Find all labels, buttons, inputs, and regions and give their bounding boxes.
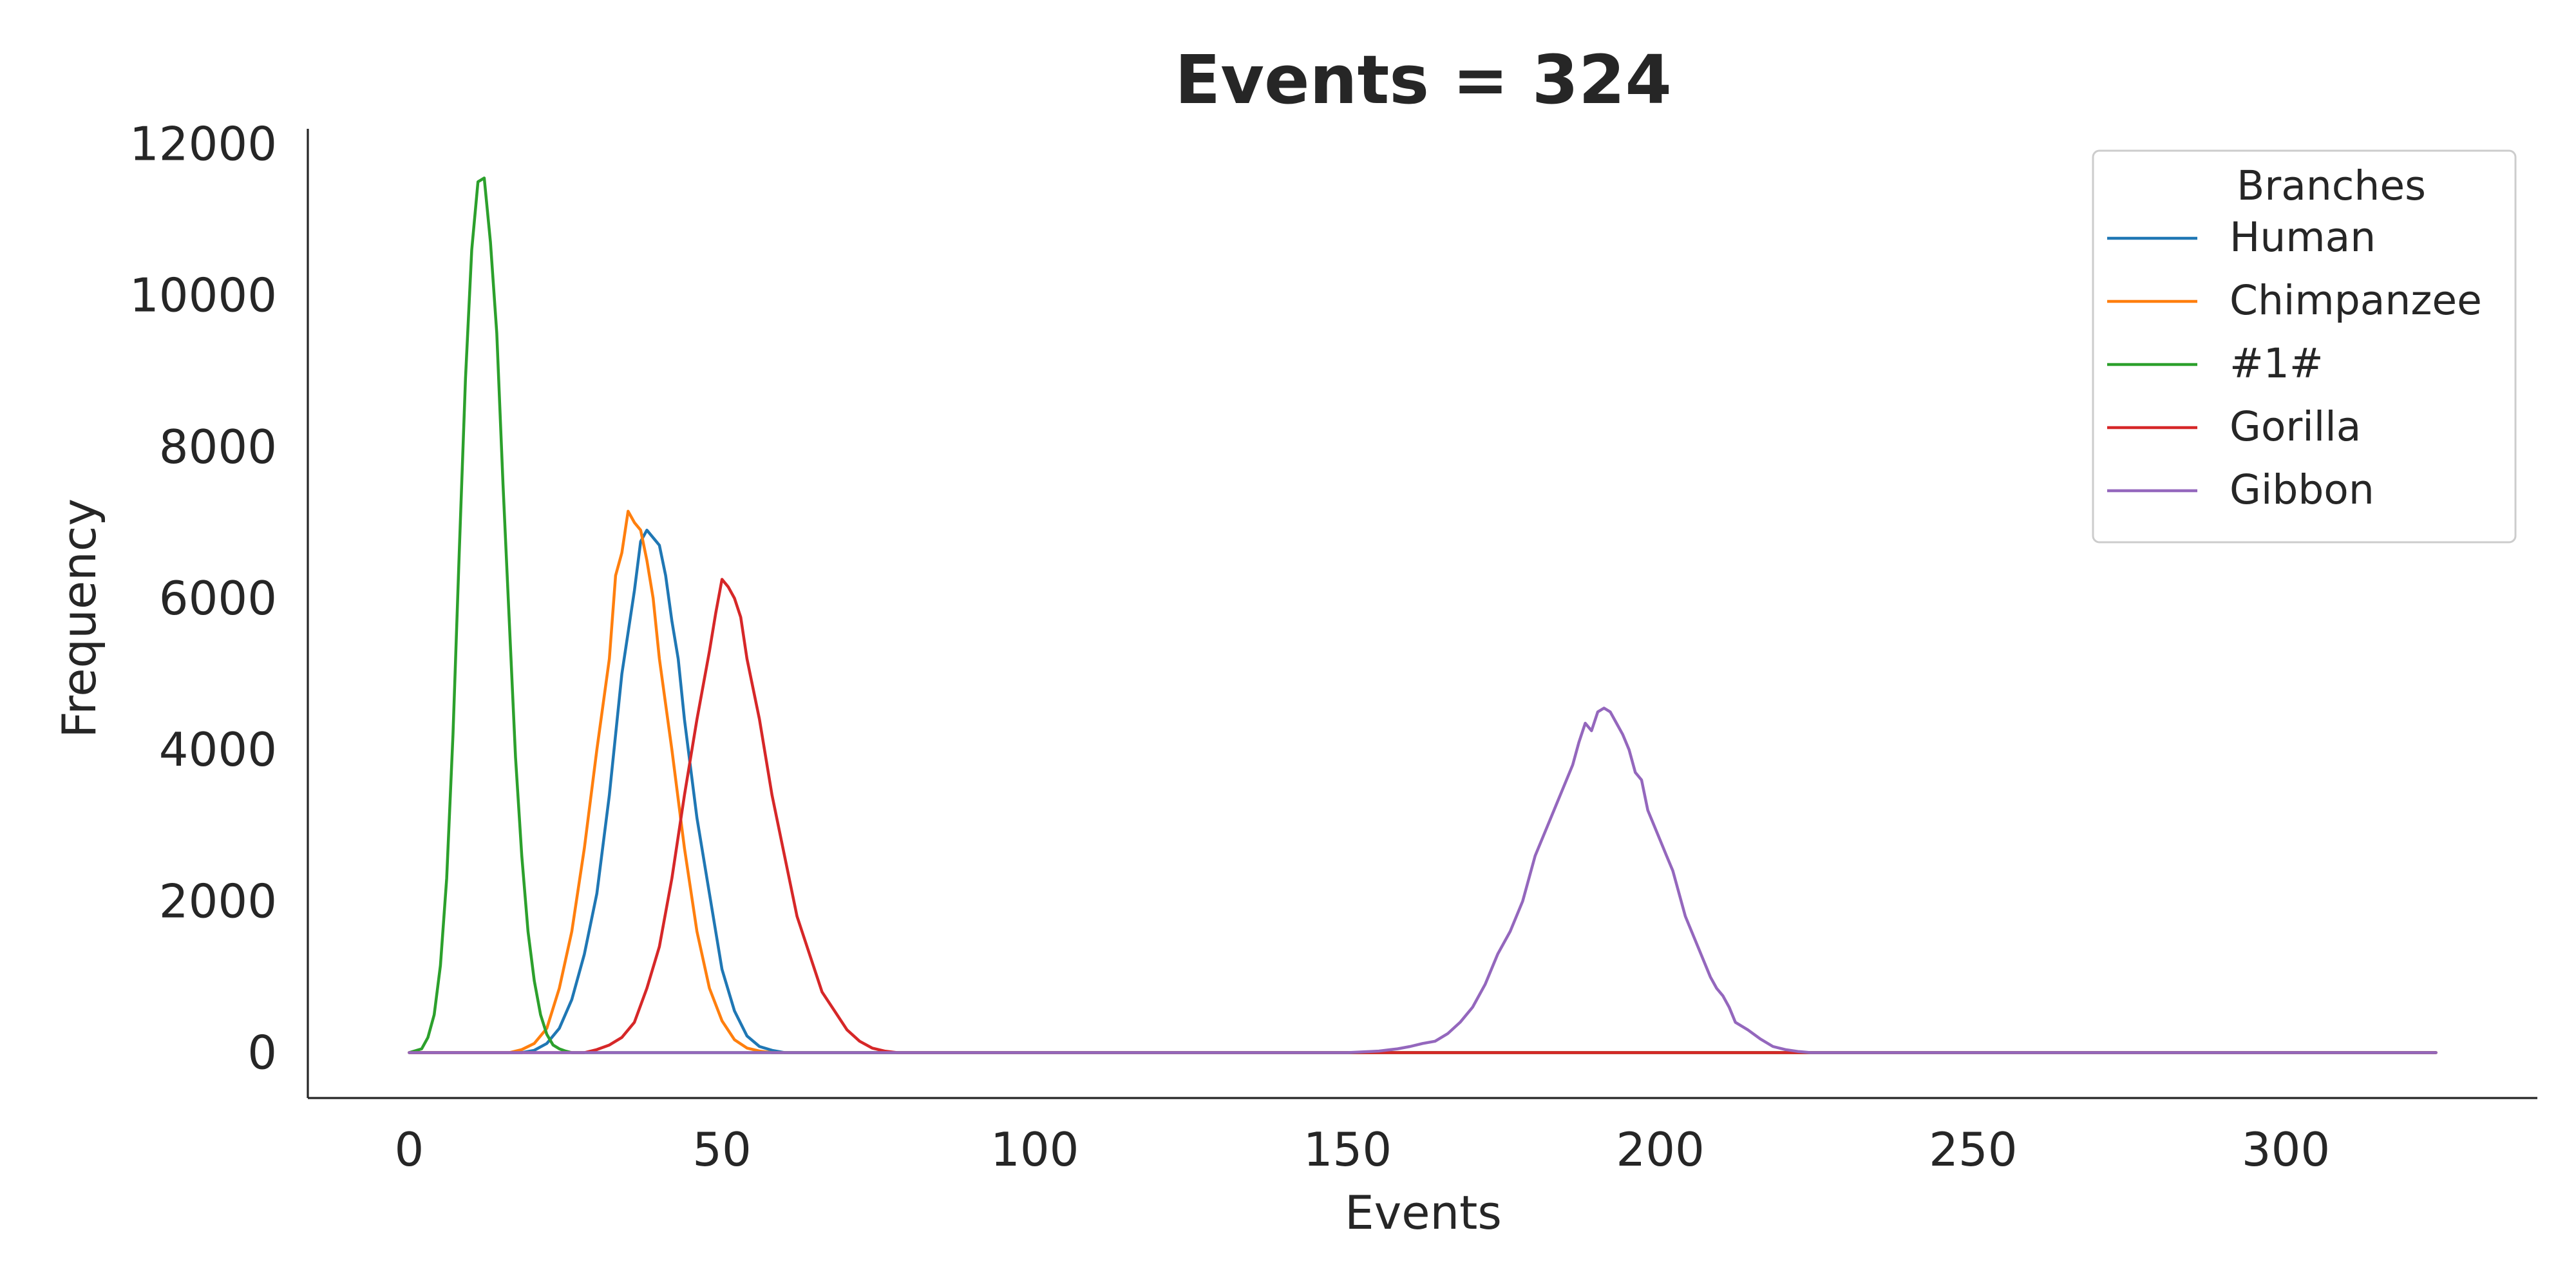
legend-label: Gorilla (2230, 403, 2361, 450)
series-line-gibbon (408, 706, 2438, 1054)
series-line-chimpanzee (408, 509, 2438, 1054)
x-tick-label: 200 (1616, 1122, 1704, 1177)
x-tick-label: 150 (1303, 1122, 1392, 1177)
legend-item-gorilla: Gorilla (2107, 403, 2361, 450)
y-tick-label: 10000 (129, 269, 277, 323)
legend-items: Human Chimpanzee #1# Gorilla Gibbon (2107, 214, 2482, 513)
legend-label: Chimpanzee (2230, 277, 2482, 324)
legend-item-chimpanzee: Chimpanzee (2107, 277, 2482, 324)
x-tick-label: 0 (394, 1122, 424, 1177)
y-tick-label: 0 (247, 1025, 277, 1079)
legend-label: Human (2230, 214, 2376, 261)
series-line-gorilla (408, 578, 2438, 1054)
x-tick-label: 300 (2242, 1122, 2330, 1177)
y-tick-label: 4000 (159, 723, 277, 777)
legend-item-gibbon: Gibbon (2107, 466, 2374, 513)
x-tick-label: 250 (1929, 1122, 2017, 1177)
legend-item-human: Human (2107, 214, 2376, 261)
y-tick-group: 0 2000 4000 6000 8000 10000 12000 (129, 117, 277, 1080)
legend-frame (2092, 149, 2517, 544)
y-tick-label: 6000 (159, 571, 277, 625)
x-axis-title: Events (1345, 1186, 1502, 1240)
series-line-human (408, 528, 2438, 1054)
axes (307, 129, 2537, 1099)
legend: Branches Human Chimpanzee #1# Gorilla Gibbon (2092, 149, 2517, 544)
legend-label: Gibbon (2230, 466, 2374, 513)
x-tick-group: 0 50 100 150 200 250 300 (394, 1122, 2330, 1177)
legend-item-1: #1# (2107, 340, 2324, 387)
y-tick-label: 2000 (159, 874, 277, 928)
x-tick-label: 50 (692, 1122, 752, 1177)
legend-title: Branches (2237, 162, 2426, 209)
y-tick-label: 8000 (159, 420, 277, 474)
chart-title: Events = 324 (1175, 41, 1672, 119)
y-tick-label: 12000 (129, 117, 277, 171)
series-line-1 (408, 176, 2438, 1054)
legend-label: #1# (2230, 340, 2324, 387)
y-axis-title: Frequency (52, 498, 106, 738)
plot-area (408, 176, 2438, 1054)
x-tick-label: 100 (990, 1122, 1079, 1177)
